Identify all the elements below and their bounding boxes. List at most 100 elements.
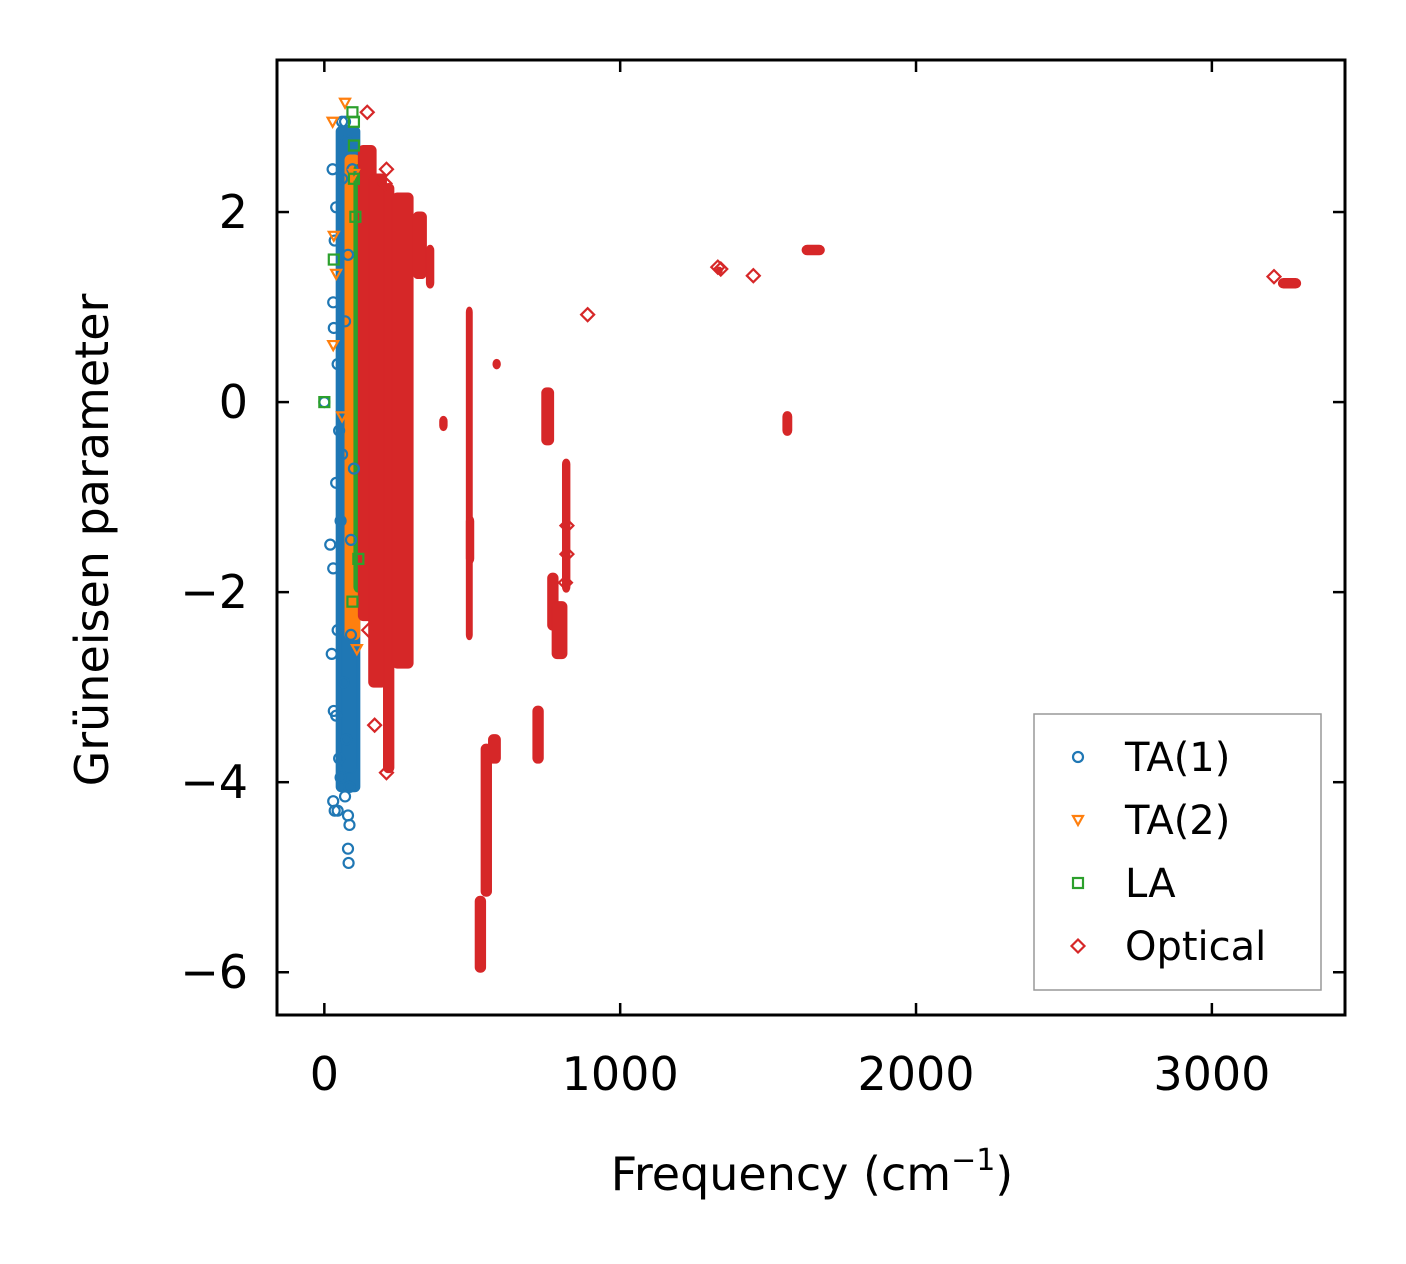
point-optical [376, 175, 394, 192]
point-ta1 [335, 448, 349, 461]
x-axis-label-superscript: −1 [951, 1143, 995, 1178]
point-ta2 [325, 116, 340, 130]
legend-label-ta1: TA(1) [1124, 735, 1230, 781]
point-ta1 [326, 163, 339, 176]
x-axis-label: Frequency (cm−1) [611, 1143, 1014, 1201]
point-ta1 [341, 248, 355, 261]
point-ta1 [328, 234, 341, 247]
band-optical [439, 415, 448, 432]
band-optical [541, 387, 555, 446]
band-optical [551, 601, 568, 660]
band-optical [782, 411, 793, 436]
plot-border [275, 58, 1347, 1017]
band-optical [488, 734, 501, 764]
legend-label-la: LA [1125, 861, 1176, 907]
point-ta2 [338, 97, 352, 111]
point-optical [359, 104, 376, 121]
point-optical [366, 717, 383, 734]
band-optical [425, 244, 435, 289]
x-tick-label: 3000 [1153, 1047, 1270, 1101]
band-optical [532, 705, 544, 764]
point-ta1 [342, 856, 355, 870]
point-la [318, 395, 331, 409]
band-optical [391, 192, 414, 669]
point-ta1 [325, 647, 338, 661]
y-axis-label: Grüneisen parameter [65, 293, 119, 786]
y-tick-label: 0 [219, 375, 248, 429]
point-optical [378, 161, 395, 178]
x-tick-label: 2000 [857, 1047, 974, 1101]
point-ta2 [350, 644, 364, 657]
point-ta1 [318, 395, 331, 409]
point-ta1 [327, 321, 340, 335]
point-ta1 [341, 809, 355, 822]
point-la [349, 210, 362, 223]
legend-label-optical: Optical [1125, 924, 1266, 970]
point-optical [558, 546, 575, 563]
point-ta1 [347, 462, 361, 475]
point-ta1 [334, 514, 347, 527]
point-optical [378, 764, 395, 781]
x-tick-label: 0 [310, 1047, 339, 1101]
point-ta1 [330, 709, 343, 722]
band-optical [465, 306, 473, 641]
point-la [352, 552, 365, 565]
plot-frame [275, 58, 1347, 1017]
point-ta1 [331, 357, 344, 371]
y-tick-label: 2 [219, 185, 248, 239]
point-ta1 [327, 296, 340, 309]
axis-ticks: 0 1000 2000 3000 −6 −4 −2 0 2 [180, 60, 1345, 1101]
point-optical [709, 259, 726, 276]
legend-marker-ta2 [1071, 814, 1085, 828]
point-optical [360, 622, 377, 639]
legend-marker-optical [1069, 937, 1087, 955]
legend: TA(1) TA(2) LA Optical [1033, 713, 1322, 991]
point-ta1 [340, 733, 353, 746]
point-ta1 [331, 624, 344, 637]
data-points [318, 97, 1283, 870]
band-optical [412, 211, 427, 280]
point-la [347, 115, 361, 128]
point-la [347, 172, 361, 185]
point-la [327, 253, 340, 266]
point-ta1 [333, 752, 346, 765]
point-ta1 [327, 562, 340, 575]
legend-marker-la [1071, 876, 1085, 890]
band-optical [465, 515, 475, 565]
y-tick-label: −6 [180, 945, 248, 999]
band-optical [474, 895, 487, 973]
point-optical [558, 517, 575, 534]
data-bands [335, 126, 1302, 973]
point-ta2 [335, 411, 349, 424]
band-optical [480, 743, 492, 897]
point-ta1 [337, 676, 350, 689]
point-ta2 [326, 230, 341, 244]
point-ta1 [343, 818, 356, 832]
legend-label-ta2: TA(2) [1124, 798, 1230, 844]
point-ta1 [341, 842, 355, 855]
point-ta1 [344, 628, 358, 642]
y-tick-label: −2 [180, 565, 248, 619]
point-la [346, 595, 359, 608]
band-optical [492, 358, 501, 370]
point-ta2 [326, 339, 341, 353]
point-ta1 [324, 538, 337, 551]
band-optical [1277, 278, 1302, 289]
point-ta2 [329, 268, 344, 282]
point-la [347, 139, 361, 152]
point-ta1 [335, 172, 349, 185]
y-tick-label: −4 [180, 755, 248, 809]
band-optical [801, 244, 825, 256]
band-optical [561, 458, 571, 593]
legend-marker-ta1 [1071, 750, 1085, 764]
point-ta1 [343, 780, 356, 794]
point-ta1 [330, 201, 343, 214]
point-ta1 [338, 790, 352, 803]
point-ta1 [331, 804, 344, 817]
point-optical [1265, 268, 1283, 285]
point-ta1 [333, 424, 346, 437]
point-ta1 [338, 115, 352, 128]
point-ta1 [334, 771, 347, 784]
point-optical [579, 306, 596, 323]
